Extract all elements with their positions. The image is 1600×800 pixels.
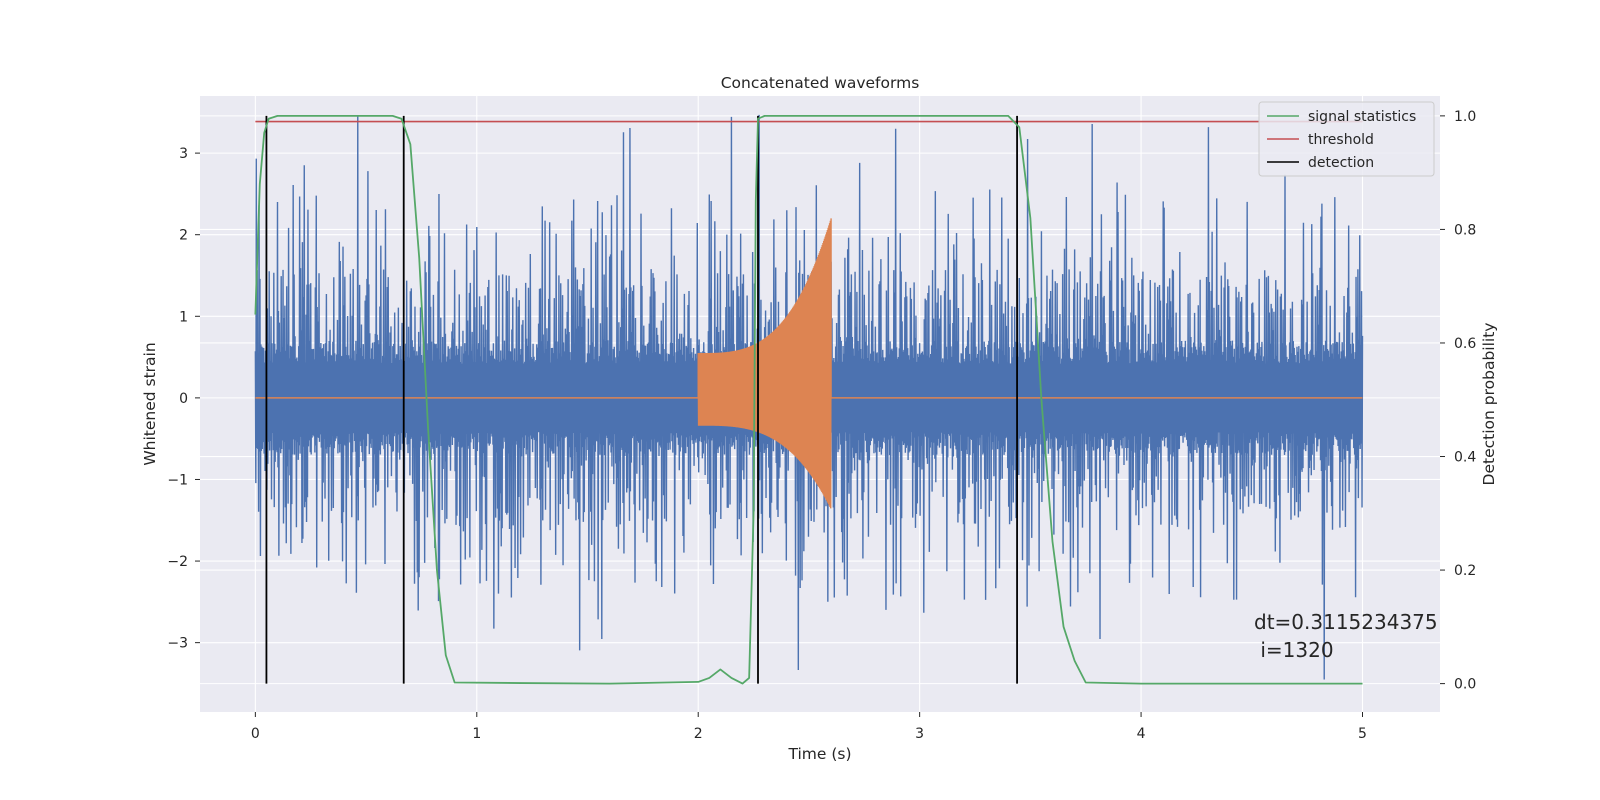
y-tick-label: −1 xyxy=(167,472,188,488)
x-tick-label: 5 xyxy=(1358,726,1367,742)
chart-title: Concatenated waveforms xyxy=(721,74,920,92)
y-axis-label: Whitened strain xyxy=(141,342,159,465)
x-tick-label: 1 xyxy=(472,726,481,742)
y-right-tick-label: 0.4 xyxy=(1454,450,1476,466)
y-right-tick-label: 0.6 xyxy=(1454,336,1476,352)
series-signal-statistics-line xyxy=(254,114,1363,685)
y-tick-label: 3 xyxy=(179,146,188,162)
legend-label-threshold: threshold xyxy=(1308,132,1374,148)
x-tick-label: 4 xyxy=(1137,726,1146,742)
y-tick-label: −3 xyxy=(167,636,188,652)
series-waveform-line xyxy=(255,218,1363,509)
axes-layer: 0 1 2 3 4 5 −3 −2 −1 0 1 2 3 0.0 0.2 0.4 0.6 0.8 1.0 xyxy=(167,109,1476,742)
series-layer xyxy=(254,114,1364,685)
legend: signal statistics threshold detection xyxy=(1258,101,1435,177)
legend-box xyxy=(1258,101,1435,177)
x-axis-label: Time (s) xyxy=(787,745,851,763)
x-tick-label: 2 xyxy=(694,726,703,742)
y-tick-label: −2 xyxy=(167,554,188,570)
y-tick-label: 0 xyxy=(179,391,188,407)
legend-label-detection: detection xyxy=(1308,155,1374,171)
y-right-tick-label: 0.0 xyxy=(1454,677,1476,693)
y-tick-label: 2 xyxy=(179,228,188,244)
y-axis-label-right: Detection probability xyxy=(1480,323,1498,486)
y-right-tick-label: 0.8 xyxy=(1454,222,1476,238)
y-tick-label: 1 xyxy=(179,309,188,325)
x-tick-label: 0 xyxy=(251,726,260,742)
annotation-dt: dt=0.3115234375 xyxy=(1254,610,1438,634)
legend-label-signal-statistics: signal statistics xyxy=(1308,109,1416,125)
annotation-i: i=1320 xyxy=(1254,638,1334,662)
x-tick-label: 3 xyxy=(915,726,924,742)
y-right-tick-label: 0.2 xyxy=(1454,563,1476,579)
y-right-tick-label: 1.0 xyxy=(1454,109,1476,125)
